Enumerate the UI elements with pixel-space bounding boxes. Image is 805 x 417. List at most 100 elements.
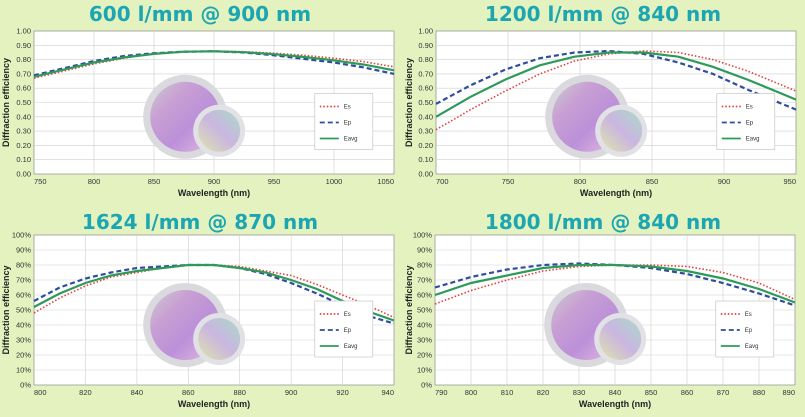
legend-box bbox=[715, 300, 775, 358]
chart-svg-1200: 0.00 0.10 0.20 0.30 0.40 0.50 0.60 0.70 0.80 0.90… bbox=[404, 27, 797, 198]
x-tick-label: 790 bbox=[435, 388, 448, 397]
x-tick-label: 860 bbox=[681, 388, 694, 397]
legend-box bbox=[314, 300, 374, 358]
legend-label-eavg: Eavg bbox=[344, 344, 358, 350]
y-tick-label: 0.80 bbox=[16, 55, 31, 64]
x-tick-label: 810 bbox=[501, 388, 514, 397]
y-axis-label: Diffraction efficiency bbox=[1, 265, 11, 354]
chart-panel-1800: 0% 10% 20% 30% 40% 50% 60% 70% 80% 90% 100% 790 800 8… bbox=[403, 208, 803, 414]
x-tick-label: 1050 bbox=[377, 177, 394, 186]
x-tick-label: 850 bbox=[646, 177, 659, 186]
y-tick-label: 0.70 bbox=[16, 69, 31, 78]
y-tick-label: 0.50 bbox=[418, 98, 433, 107]
x-tick-label: 820 bbox=[537, 388, 550, 397]
x-tick-label: 900 bbox=[718, 177, 731, 186]
legend-label-es: Es bbox=[745, 312, 752, 318]
y-tick-label: 0.40 bbox=[418, 112, 433, 121]
y-tick-label: 50% bbox=[16, 306, 31, 315]
legend-label-eavg: Eavg bbox=[344, 137, 358, 143]
y-tick-label: 0.60 bbox=[16, 84, 31, 93]
y-tick-label: 30% bbox=[16, 336, 31, 345]
y-tick-label: 90% bbox=[417, 246, 432, 255]
y-tick-label: 0.10 bbox=[418, 155, 433, 164]
x-tick-label: 860 bbox=[182, 388, 195, 397]
y-tick-label: 100% bbox=[12, 231, 32, 240]
chart-title: 1800 l/mm @ 840 nm bbox=[484, 210, 722, 234]
y-tick-label: 0.40 bbox=[16, 112, 31, 121]
x-tick-label: 950 bbox=[268, 177, 281, 186]
y-tick-label: 70% bbox=[16, 276, 31, 285]
y-tick-label: 40% bbox=[16, 321, 31, 330]
x-tick-label: 800 bbox=[34, 388, 47, 397]
chart-panel-600: 0.00 0.10 0.20 0.30 0.40 0.50 0.60 0.70 0.80 0.90… bbox=[0, 0, 400, 206]
y-tick-label: 50% bbox=[417, 306, 432, 315]
x-tick-label: 830 bbox=[573, 388, 586, 397]
legend-label-ep: Ep bbox=[745, 328, 753, 334]
y-tick-label: 30% bbox=[417, 336, 432, 345]
grating-illustration bbox=[545, 74, 648, 159]
y-tick-label: 70% bbox=[417, 276, 432, 285]
x-tick-label: 800 bbox=[574, 177, 587, 186]
y-tick-label: 0.70 bbox=[418, 69, 433, 78]
y-tick-label: 0.20 bbox=[16, 141, 31, 150]
y-tick-label: 20% bbox=[16, 351, 31, 360]
x-tick-label: 1000 bbox=[326, 177, 343, 186]
y-axis-label: Diffraction efficiency bbox=[1, 58, 11, 147]
y-tick-label: 80% bbox=[16, 261, 31, 270]
x-tick-label: 870 bbox=[717, 388, 730, 397]
grating-illustration bbox=[143, 283, 246, 367]
y-tick-label: 0% bbox=[421, 381, 432, 390]
y-tick-label: 0.60 bbox=[418, 84, 433, 93]
x-tick-label: 920 bbox=[336, 388, 349, 397]
x-tick-label: 700 bbox=[436, 177, 449, 186]
x-tick-label: 820 bbox=[79, 388, 92, 397]
y-tick-label: 1.00 bbox=[16, 27, 31, 36]
x-tick-label: 950 bbox=[783, 177, 796, 186]
legend: Es Ep Eavg bbox=[715, 300, 775, 358]
legend-box bbox=[314, 93, 374, 150]
y-tick-label: 0.90 bbox=[16, 41, 31, 50]
y-axis-label: Diffraction efficiency bbox=[404, 265, 414, 354]
legend: Es Ep Eavg bbox=[314, 93, 374, 150]
series-line-eavg bbox=[434, 263, 796, 304]
y-tick-label: 60% bbox=[16, 291, 31, 300]
x-tick-label: 900 bbox=[285, 388, 298, 397]
legend-label-eavg: Eavg bbox=[746, 137, 760, 143]
chart-panel-1200: 0.00 0.10 0.20 0.30 0.40 0.50 0.60 0.70 0.80 0.90… bbox=[403, 0, 803, 206]
legend-label-eavg: Eavg bbox=[745, 344, 759, 350]
chart-title: 600 l/mm @ 900 nm bbox=[88, 2, 312, 26]
x-tick-label: 880 bbox=[753, 388, 766, 397]
series-line-ep bbox=[434, 262, 796, 307]
legend-label-ep: Ep bbox=[344, 328, 352, 334]
chart-title: 1624 l/mm @ 870 nm bbox=[81, 210, 319, 234]
x-tick-label: 840 bbox=[609, 388, 622, 397]
legend-box bbox=[716, 93, 776, 150]
legend-label-es: Es bbox=[344, 312, 351, 318]
y-tick-label: 10% bbox=[16, 366, 31, 375]
grating-illustration bbox=[544, 283, 647, 367]
chart-svg-1800: 0% 10% 20% 30% 40% 50% 60% 70% 80% 90% 100% 790 800 8… bbox=[404, 231, 796, 409]
chart-panel-1624: 0% 10% 20% 30% 40% 50% 60% 70% 80% 90% 100% 800 820 8… bbox=[0, 208, 400, 414]
x-tick-label: 940 bbox=[381, 388, 394, 397]
y-tick-label: 0.50 bbox=[16, 98, 31, 107]
y-tick-label: 40% bbox=[417, 321, 432, 330]
x-axis-label: Wavelength (nm) bbox=[178, 188, 250, 198]
x-axis-label: Wavelength (nm) bbox=[579, 399, 651, 409]
y-tick-label: 100% bbox=[413, 231, 433, 240]
series-line-eavg bbox=[435, 51, 797, 118]
x-axis-label: Wavelength (nm) bbox=[580, 188, 652, 198]
x-tick-label: 840 bbox=[131, 388, 144, 397]
chart-title: 1200 l/mm @ 840 nm bbox=[484, 2, 722, 26]
x-tick-label: 750 bbox=[34, 177, 47, 186]
y-tick-label: 90% bbox=[16, 246, 31, 255]
legend-label-es: Es bbox=[344, 105, 351, 111]
y-tick-label: 0.30 bbox=[16, 127, 31, 136]
y-tick-label: 0% bbox=[20, 381, 31, 390]
x-tick-label: 850 bbox=[645, 388, 658, 397]
x-tick-label: 850 bbox=[148, 177, 161, 186]
legend: Es Ep Eavg bbox=[716, 93, 776, 150]
y-tick-label: 0.30 bbox=[418, 127, 433, 136]
x-tick-label: 800 bbox=[88, 177, 101, 186]
series-line-eavg bbox=[33, 263, 395, 322]
y-tick-label: 10% bbox=[417, 366, 432, 375]
